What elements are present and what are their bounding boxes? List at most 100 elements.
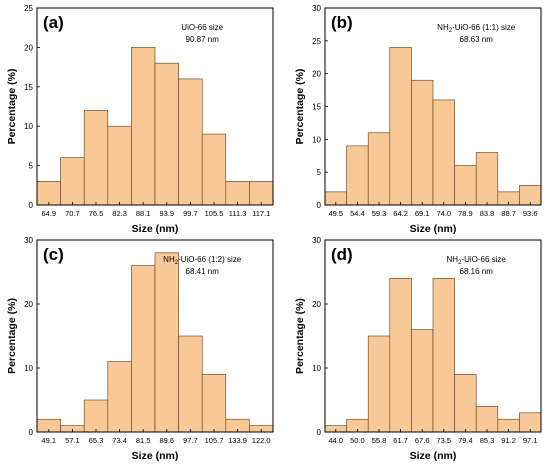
y-tick-label: 10: [24, 364, 33, 373]
bar: [249, 181, 274, 206]
y-tick-label: 20: [24, 300, 33, 309]
bar: [454, 165, 477, 206]
x-axis-title: Size (nm): [410, 450, 457, 462]
y-tick-label: 25: [24, 4, 33, 13]
bar: [107, 361, 132, 433]
bar: [131, 265, 156, 433]
plot-frame: [324, 239, 542, 433]
bar: [389, 47, 412, 206]
bar: [475, 152, 499, 206]
y-tick-label: 20: [24, 43, 33, 52]
y-axis-title: Percentage (%): [294, 69, 306, 145]
x-tick-label: 61.7: [393, 436, 408, 445]
x-tick-label: 82.3: [112, 209, 127, 218]
bar: [389, 278, 412, 433]
x-tick-label: 97.7: [183, 436, 198, 445]
bar: [475, 406, 499, 433]
bar: [36, 181, 61, 206]
bar: [367, 335, 391, 433]
bar: [60, 157, 85, 206]
x-tick-label: 78.9: [458, 209, 473, 218]
x-tick-label: 54.4: [350, 209, 365, 218]
bar: [411, 329, 434, 433]
x-tick-label: 88.1: [136, 209, 151, 218]
x-tick-label: 57.1: [65, 436, 80, 445]
x-tick-label: 70.7: [65, 209, 80, 218]
x-tick-label: 85.3: [480, 436, 495, 445]
y-tick-label: 0: [29, 428, 34, 437]
x-tick-label: 97.1: [523, 436, 538, 445]
x-tick-label: 64.2: [393, 209, 408, 218]
x-tick-label: 67.6: [415, 436, 430, 445]
x-tick-label: 133.9: [228, 436, 247, 445]
annotation-title: NH2-UiO-66 (1:2) size: [163, 255, 242, 266]
x-tick-label: 99.7: [183, 209, 198, 218]
y-tick-label: 20: [312, 300, 321, 309]
x-tick-label: 64.9: [41, 209, 56, 218]
x-tick-label: 50.0: [350, 436, 365, 445]
bar: [83, 110, 109, 206]
y-tick-label: 0: [317, 428, 322, 437]
bar: [154, 62, 179, 206]
x-tick-label: 122.0: [252, 436, 271, 445]
bar: [454, 374, 477, 433]
x-tick-label: 49.5: [328, 209, 343, 218]
x-tick-label: 105.7: [205, 436, 224, 445]
x-tick-label: 44.0: [328, 436, 343, 445]
x-tick-label: 73.5: [436, 436, 451, 445]
bar: [131, 47, 156, 206]
panel-label: (c): [43, 245, 64, 264]
x-tick-label: 91.2: [501, 436, 516, 445]
y-tick-label: 15: [24, 83, 33, 92]
y-tick-label: 30: [312, 4, 321, 13]
bar: [225, 181, 250, 206]
x-tick-label: 93.6: [523, 209, 538, 218]
y-axis-title: Percentage (%): [6, 69, 18, 145]
bar: [107, 125, 132, 206]
bar: [178, 335, 203, 433]
chart-panel-c: 0 10 20 30 49.1 57.1 65.3 73.4 81.5 89.6 97.7 105.7…: [6, 236, 274, 462]
y-tick-label: 20: [312, 70, 321, 79]
x-tick-label: 76.5: [89, 209, 104, 218]
x-tick-label: 74.0: [436, 209, 451, 218]
y-axis-title: Percentage (%): [6, 298, 18, 374]
annotation-value: 90.87 nm: [186, 35, 220, 44]
y-tick-label: 5: [317, 168, 322, 177]
x-tick-label: 117.1: [252, 209, 270, 218]
x-tick-label: 105.5: [205, 209, 224, 218]
y-tick-label: 10: [312, 135, 321, 144]
panel-label: (a): [43, 13, 64, 32]
y-tick-label: 30: [312, 236, 321, 245]
bar: [178, 78, 203, 206]
bar: [346, 145, 369, 206]
y-tick-label: 10: [24, 122, 33, 131]
x-tick-label: 93.9: [159, 209, 174, 218]
annotation-title: NH2-UiO-66 (1:1) size: [437, 23, 516, 34]
bar: [411, 79, 434, 206]
y-tick-label: 25: [312, 37, 321, 46]
x-axis-title: Size (nm): [132, 223, 179, 235]
bar: [201, 374, 227, 433]
x-tick-label: 69.1: [415, 209, 430, 218]
x-tick-label: 83.8: [480, 209, 495, 218]
annotation-title: UiO-66 size: [181, 23, 223, 32]
x-tick-label: 88.7: [501, 209, 516, 218]
annotation-value: 68.41 nm: [186, 267, 220, 276]
annotation-value: 68.63 nm: [460, 35, 494, 44]
x-tick-label: 89.6: [159, 436, 174, 445]
bar: [367, 132, 391, 206]
bar: [432, 278, 455, 433]
chart-panel-d: 0 10 20 30 44.0 50.0 55.8 61.7 67.6 73.5 79.4 85.3 9…: [294, 236, 542, 462]
plot-frame: [36, 7, 274, 206]
y-tick-label: 0: [29, 201, 34, 210]
plot-frame: [36, 239, 274, 433]
x-axis-title: Size (nm): [132, 450, 179, 462]
panel-label: (b): [331, 13, 353, 32]
y-tick-label: 15: [312, 103, 321, 112]
y-tick-label: 10: [312, 364, 321, 373]
bar: [83, 399, 109, 433]
y-axis-title: Percentage (%): [294, 298, 306, 374]
chart-panel-a: 0 5 10 15 20 25 64.9 70.7 76.5 82.3 88.1 93.9 99.7 10…: [6, 4, 274, 235]
y-tick-label: 30: [24, 236, 33, 245]
x-tick-label: 73.4: [112, 436, 127, 445]
